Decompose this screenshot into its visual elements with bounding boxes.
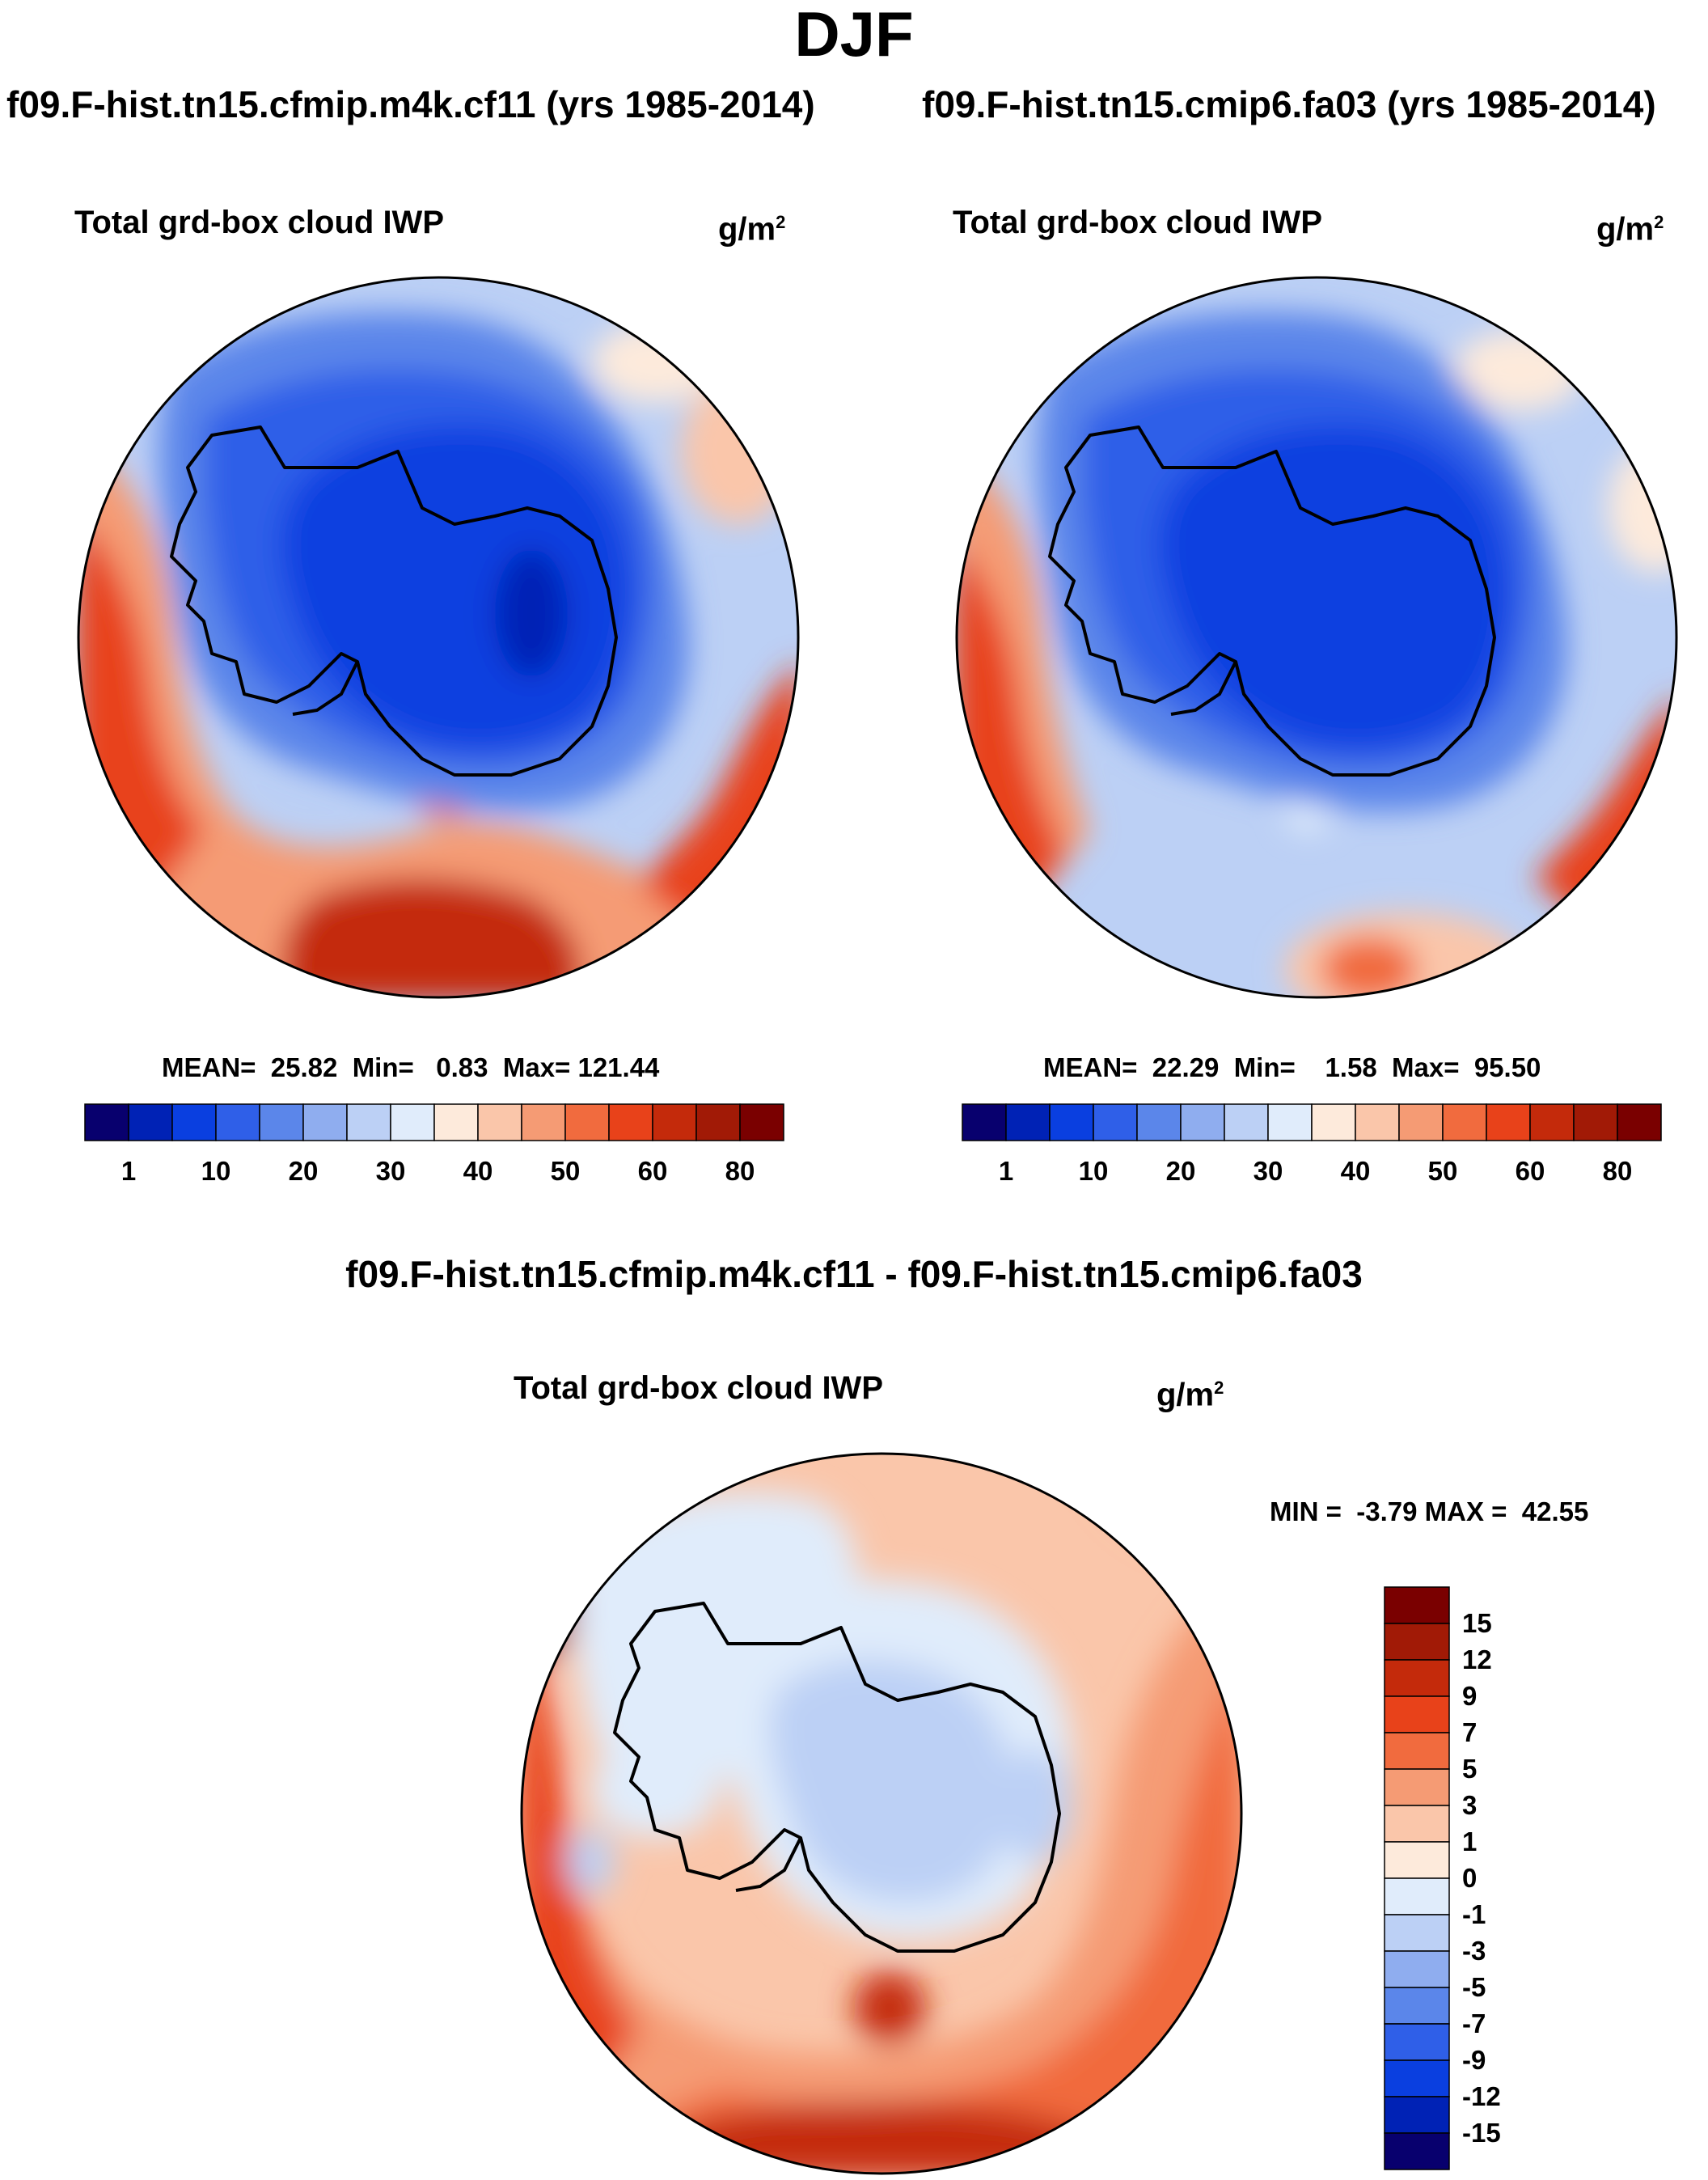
colorbar-swatch [652, 1103, 697, 1141]
colorbar-swatch [1005, 1103, 1051, 1141]
colorbar-swatch [695, 1103, 741, 1141]
colorbar-tick-label: 3 [1462, 1790, 1478, 1820]
colorbar-swatch [1384, 1623, 1450, 1661]
colorbar-swatch [1384, 1732, 1450, 1770]
colorbar-tick-label: -9 [1462, 2045, 1486, 2075]
colorbar-swatch [215, 1103, 260, 1141]
colorbar-swatch [1398, 1103, 1444, 1141]
colorbar-tick-label: 40 [1340, 1156, 1371, 1186]
left-stats: MEAN= 25.82 Min= 0.83 Max= 121.44 [162, 1052, 660, 1082]
left-variable-title: Total grd-box cloud IWP [74, 205, 444, 240]
colorbar-swatch [1267, 1103, 1313, 1141]
colorbar-swatch [302, 1103, 348, 1141]
colorbar-swatch [1384, 1695, 1450, 1733]
colorbar-tick-label: 60 [1515, 1156, 1545, 1186]
colorbar-tick-label: 1 [998, 1156, 1014, 1186]
colorbar-swatch [1093, 1103, 1138, 1141]
colorbar-swatch [1384, 1841, 1450, 1879]
colorbar-swatch [84, 1103, 129, 1141]
colorbar-swatch [259, 1103, 304, 1141]
colorbar-tick-label: -5 [1462, 1972, 1486, 2002]
colorbar-swatch [1384, 2059, 1450, 2097]
colorbar-swatch [1384, 1950, 1450, 1988]
right-case-title: f09.F-hist.tn15.cmip6.fa03 (yrs 1985-201… [922, 83, 1656, 125]
colorbar-tick-label: 7 [1462, 1717, 1478, 1747]
colorbar-swatch [1384, 1805, 1450, 1843]
colorbar-swatch [1311, 1103, 1356, 1141]
left-case-title: f09.F-hist.tn15.cfmip.m4k.cf11 (yrs 1985… [6, 83, 815, 125]
colorbar-swatch [1384, 1586, 1450, 1624]
colorbar-tick-label: 5 [1462, 1754, 1478, 1784]
colorbar-tick-label: 60 [637, 1156, 668, 1186]
colorbar-swatch [1529, 1103, 1575, 1141]
colorbar-swatch [1180, 1103, 1225, 1141]
colorbar-swatch [1224, 1103, 1269, 1141]
colorbar-swatch [564, 1103, 610, 1141]
colorbar-tick-label: 50 [550, 1156, 581, 1186]
colorbar-swatch [171, 1103, 217, 1141]
colorbar-swatch [1355, 1103, 1400, 1141]
colorbar-swatch [1384, 2023, 1450, 2061]
colorbar-tick-label: -3 [1462, 1936, 1486, 1966]
colorbar-swatch [477, 1103, 522, 1141]
colorbar-swatch [128, 1103, 173, 1141]
colorbar-tick-label: 80 [725, 1156, 755, 1186]
colorbar-swatch [433, 1103, 479, 1141]
colorbar-swatch [1384, 2132, 1450, 2170]
colorbar-swatch [1049, 1103, 1094, 1141]
right-polar-map [955, 276, 1678, 999]
colorbar-tick-label: 30 [375, 1156, 406, 1186]
colorbar-tick-label: 40 [463, 1156, 493, 1186]
colorbar-tick-label: 50 [1427, 1156, 1458, 1186]
right-colorbar [962, 1103, 1662, 1141]
colorbar-swatch [1384, 1914, 1450, 1952]
figure-title: DJF [794, 0, 914, 70]
colorbar-swatch [1136, 1103, 1182, 1141]
colorbar-tick-label: -7 [1462, 2009, 1486, 2038]
colorbar-tick-label: 30 [1253, 1156, 1283, 1186]
colorbar-swatch [1384, 1987, 1450, 2025]
colorbar-swatch [1384, 2096, 1450, 2134]
colorbar-tick-label: 80 [1602, 1156, 1633, 1186]
colorbar-swatch [962, 1103, 1007, 1141]
right-variable-title: Total grd-box cloud IWP [953, 205, 1322, 240]
right-units: g/m2 [1596, 211, 1664, 248]
colorbar-swatch [1486, 1103, 1531, 1141]
colorbar-swatch [1442, 1103, 1487, 1141]
colorbar-swatch [346, 1103, 391, 1141]
colorbar-tick-label: 15 [1462, 1608, 1492, 1638]
colorbar-tick-label: 0 [1462, 1863, 1478, 1893]
colorbar-tick-label: 10 [1078, 1156, 1109, 1186]
colorbar-swatch [739, 1103, 784, 1141]
colorbar-tick-label: 10 [201, 1156, 231, 1186]
colorbar-swatch [1384, 1877, 1450, 1915]
difference-title: f09.F-hist.tn15.cfmip.m4k.cf11 - f09.F-h… [345, 1253, 1363, 1295]
left-colorbar [84, 1103, 784, 1141]
colorbar-tick-label: 20 [288, 1156, 319, 1186]
colorbar-swatch [1384, 1768, 1450, 1806]
left-polar-map [77, 276, 800, 999]
colorbar-swatch [390, 1103, 435, 1141]
colorbar-tick-label: 12 [1462, 1645, 1492, 1674]
colorbar-tick-label: 9 [1462, 1681, 1478, 1711]
colorbar-swatch [608, 1103, 653, 1141]
left-units: g/m2 [718, 211, 786, 248]
colorbar-tick-label: 1 [1462, 1827, 1478, 1856]
colorbar-tick-label: -1 [1462, 1899, 1486, 1929]
colorbar-tick-label: -15 [1462, 2118, 1501, 2148]
colorbar-swatch [1573, 1103, 1618, 1141]
colorbar-swatch [521, 1103, 566, 1141]
colorbar-tick-label: 1 [120, 1156, 137, 1186]
difference-colorbar [1384, 1586, 1450, 2170]
difference-minmax: MIN = -3.79 MAX = 42.55 [1270, 1496, 1589, 1526]
difference-polar-map [520, 1452, 1243, 2175]
colorbar-swatch [1617, 1103, 1662, 1141]
colorbar-tick-label: -12 [1462, 2081, 1501, 2111]
right-stats: MEAN= 22.29 Min= 1.58 Max= 95.50 [1043, 1052, 1541, 1082]
colorbar-tick-label: 20 [1165, 1156, 1196, 1186]
colorbar-swatch [1384, 1659, 1450, 1697]
difference-variable-title: Total grd-box cloud IWP [514, 1370, 883, 1406]
difference-units: g/m2 [1156, 1377, 1224, 1413]
